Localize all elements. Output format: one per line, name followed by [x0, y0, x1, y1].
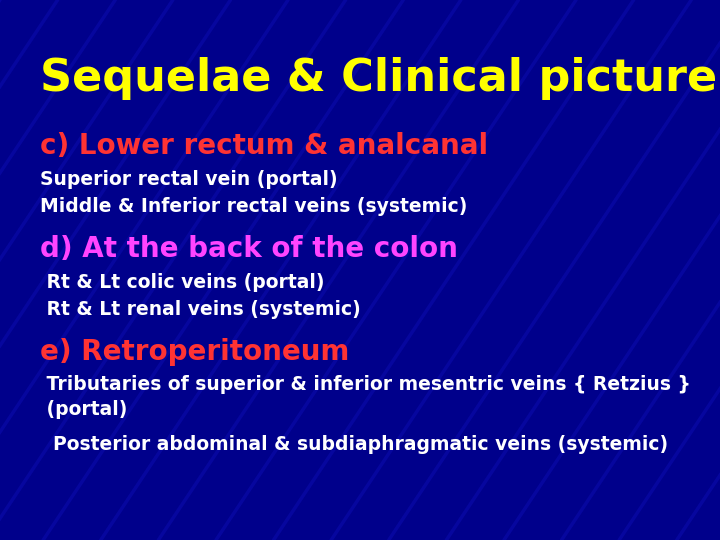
- Text: Tributaries of superior & inferior mesentric veins { Retzius }
 (portal): Tributaries of superior & inferior mesen…: [40, 375, 690, 419]
- Text: d) At the back of the colon: d) At the back of the colon: [40, 235, 457, 263]
- Text: Rt & Lt renal veins (systemic): Rt & Lt renal veins (systemic): [40, 300, 360, 319]
- Text: e) Retroperitoneum: e) Retroperitoneum: [40, 338, 349, 366]
- Text: Sequelae & Clinical picture: Sequelae & Clinical picture: [40, 57, 716, 100]
- Text: Posterior abdominal & subdiaphragmatic veins (systemic): Posterior abdominal & subdiaphragmatic v…: [40, 435, 667, 454]
- Text: Superior rectal vein (portal): Superior rectal vein (portal): [40, 170, 337, 189]
- Text: c) Lower rectum & analcanal: c) Lower rectum & analcanal: [40, 132, 487, 160]
- Text: Middle & Inferior rectal veins (systemic): Middle & Inferior rectal veins (systemic…: [40, 197, 467, 216]
- Text: Rt & Lt colic veins (portal): Rt & Lt colic veins (portal): [40, 273, 324, 292]
